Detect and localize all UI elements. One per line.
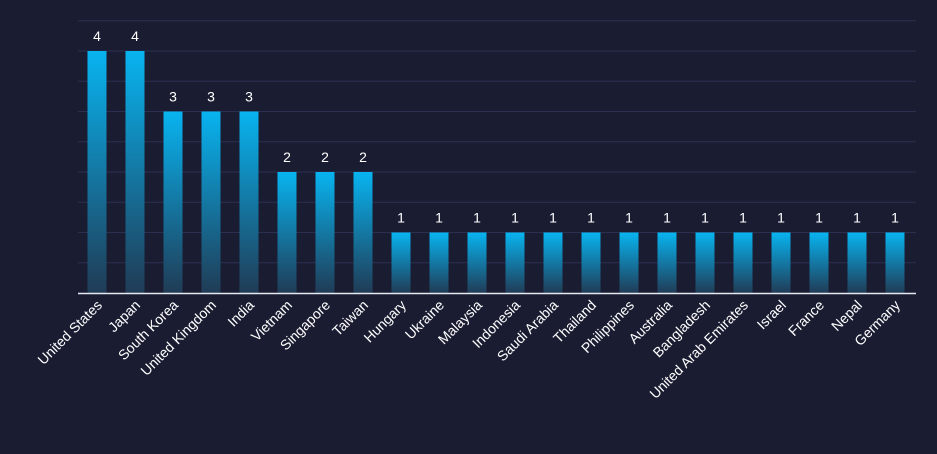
bar[interactable] (505, 232, 525, 294)
data-label: 1 (777, 210, 785, 226)
bar[interactable] (581, 232, 601, 294)
data-label: 1 (587, 210, 595, 226)
bar[interactable] (657, 232, 677, 294)
data-label: 1 (701, 210, 709, 226)
bar[interactable] (885, 232, 905, 294)
x-tick-label: France (785, 297, 827, 339)
x-tick-label: United States (34, 297, 105, 368)
data-label: 3 (207, 89, 215, 105)
data-label: 2 (359, 149, 367, 165)
bar[interactable] (201, 111, 221, 294)
data-label: 1 (549, 210, 557, 226)
data-label: 1 (625, 210, 633, 226)
bar[interactable] (239, 111, 259, 294)
data-label: 1 (853, 210, 861, 226)
bar[interactable] (771, 232, 791, 294)
data-label: 2 (283, 149, 291, 165)
bar[interactable] (391, 232, 411, 294)
data-label: 3 (245, 89, 253, 105)
data-label: 1 (511, 210, 519, 226)
bar[interactable] (695, 232, 715, 294)
bar[interactable] (277, 172, 297, 293)
data-label: 1 (435, 210, 443, 226)
bar[interactable] (353, 172, 373, 293)
x-tick-label: Israel (754, 297, 790, 333)
bar[interactable] (429, 232, 449, 294)
data-label: 1 (397, 210, 405, 226)
data-label: 1 (891, 210, 899, 226)
bars (87, 51, 905, 294)
data-label: 1 (473, 210, 481, 226)
x-tick-label: Hungary (360, 297, 409, 346)
data-label: 1 (739, 210, 747, 226)
bar[interactable] (619, 232, 639, 294)
bar[interactable] (543, 232, 563, 294)
bar[interactable] (847, 232, 867, 294)
data-label: 2 (321, 149, 329, 165)
data-labels: 4 4 3 3 3 2 2 2 1 1 1 1 1 1 1 1 1 1 1 1 1 1 (93, 28, 899, 226)
bar[interactable] (163, 111, 183, 294)
bar[interactable] (87, 51, 107, 293)
data-label: 4 (93, 28, 101, 44)
bar[interactable] (733, 232, 753, 294)
bar[interactable] (809, 232, 829, 294)
bar[interactable] (315, 172, 335, 293)
data-label: 3 (169, 89, 177, 105)
data-label: 1 (663, 210, 671, 226)
data-label: 1 (815, 210, 823, 226)
x-tick-label: India (224, 297, 257, 330)
bar[interactable] (467, 232, 487, 294)
data-label: 4 (131, 28, 139, 44)
bar[interactable] (125, 51, 145, 293)
